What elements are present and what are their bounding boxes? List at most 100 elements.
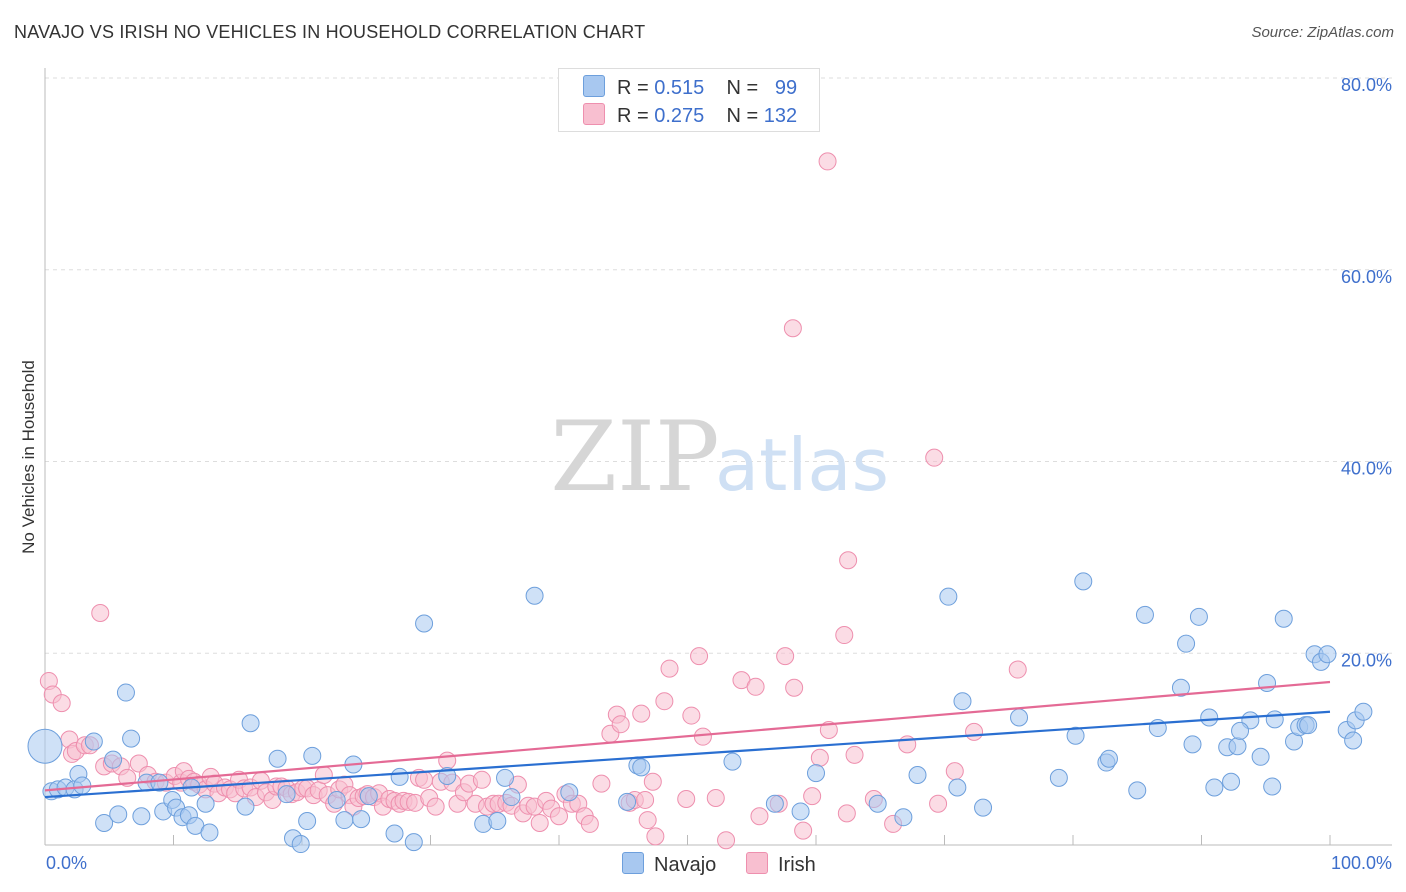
y-tick-label-3: 80.0%: [1341, 75, 1392, 95]
navajo-point-39: [390, 767, 409, 786]
navajo-point-6: [73, 776, 92, 795]
navajo-point-12: [122, 729, 141, 748]
navajo-point-45: [496, 768, 515, 787]
irish-point-129: [929, 794, 948, 813]
navajo-trend-line: [44, 710, 1331, 799]
irish-point-101: [632, 704, 651, 723]
navajo-point-31: [298, 812, 317, 831]
irish-point-124: [837, 804, 856, 823]
navajo-point-58: [939, 587, 958, 606]
correlation-legend: R = 0.515 N = 99 R = 0.275 N = 132: [558, 68, 820, 132]
navajo-point-93: [1344, 731, 1363, 750]
legend-row-irish: R = 0.275 N = 132: [583, 103, 797, 127]
navajo-point-63: [1049, 768, 1068, 787]
navajo-point-54: [791, 802, 810, 821]
navajo-point-9: [104, 750, 123, 769]
navajo-point-57: [908, 766, 927, 785]
navajo-point-69: [1135, 605, 1154, 624]
navajo-r-label: R =: [617, 77, 649, 99]
navajo-point-37: [359, 787, 378, 806]
navajo-point-67: [1099, 749, 1118, 768]
legend-navajo-swatch: [622, 852, 644, 874]
irish-point-66: [415, 770, 434, 789]
navajo-point-81: [1251, 747, 1270, 766]
irish-point-46: [314, 766, 333, 785]
irish-point-134: [925, 448, 944, 467]
irish-point-116: [750, 807, 769, 826]
irish-point-118: [776, 647, 795, 666]
irish-r-label: R =: [617, 105, 649, 127]
chart-source: Source: ZipAtlas.com: [1251, 24, 1394, 41]
navajo-points: [27, 572, 1373, 854]
grid-lines: [45, 77, 1392, 654]
irish-point-107: [660, 659, 679, 678]
navajo-point-30: [291, 835, 310, 854]
navajo-point-85: [1274, 609, 1293, 628]
navajo-point-33: [327, 790, 346, 809]
navajo-point-98: [807, 764, 825, 783]
navajo-point-34: [335, 811, 354, 830]
irish-point-95: [592, 774, 611, 793]
irish-point-122: [810, 748, 829, 767]
navajo-point-73: [1183, 735, 1202, 754]
navajo-point-10: [109, 805, 128, 824]
navajo-point-97: [1231, 721, 1250, 740]
irish-point-130: [945, 762, 964, 781]
legend-navajo-label: Navajo: [654, 854, 717, 876]
series-legend: Navajo Irish: [0, 852, 1406, 878]
navajo-swatch: [583, 75, 605, 97]
irish-swatch: [583, 103, 605, 125]
irish-point-105: [646, 827, 665, 846]
navajo-point-11: [116, 683, 135, 702]
irish-point-133: [783, 319, 802, 338]
navajo-point-28: [277, 785, 296, 804]
irish-point-103: [638, 811, 657, 830]
navajo-point-46: [502, 788, 521, 807]
legend-row-navajo: R = 0.515 N = 99: [583, 75, 797, 99]
irish-point-136: [835, 626, 854, 645]
navajo-point-24: [200, 823, 219, 842]
legend-irish-label: Irish: [778, 854, 816, 876]
navajo-point-52: [723, 752, 742, 771]
legend-irish[interactable]: Irish: [746, 852, 816, 877]
navajo-point-79: [1228, 737, 1247, 756]
y-tick-label-0: 20.0%: [1341, 650, 1392, 670]
irish-point-94: [580, 814, 599, 833]
navajo-point-62: [1010, 708, 1029, 727]
legend-navajo[interactable]: Navajo: [622, 852, 716, 877]
navajo-point-95: [1354, 702, 1373, 721]
watermark-atlas: atlas: [715, 423, 889, 507]
navajo-point-78: [1222, 772, 1241, 791]
irish-point-132: [818, 152, 837, 171]
navajo-n-value: 99: [774, 77, 798, 99]
navajo-point-64: [1066, 726, 1085, 745]
irish-point-106: [655, 692, 674, 711]
irish-n-label: N =: [726, 105, 759, 127]
irish-point-135: [839, 551, 858, 570]
irish-point-115: [746, 677, 765, 696]
chart-title: NAVAJO VS IRISH NO VEHICLES IN HOUSEHOLD…: [14, 22, 646, 42]
navajo-point-48: [560, 783, 579, 802]
trend-lines: [44, 680, 1331, 799]
navajo-point-7: [84, 732, 103, 751]
navajo-point-72: [1177, 634, 1196, 653]
irish-point-86: [530, 813, 549, 832]
irish-point-125: [845, 745, 864, 764]
irish-point-119: [785, 678, 804, 697]
navajo-point-38: [385, 824, 404, 843]
irish-r-value: 0.275: [654, 105, 705, 127]
y-tick-label-1: 40.0%: [1341, 459, 1392, 479]
navajo-point-25: [236, 797, 255, 816]
navajo-point-26: [241, 714, 260, 733]
navajo-point-23: [196, 794, 215, 813]
irish-point-70: [438, 751, 457, 770]
navajo-point-76: [1205, 778, 1224, 797]
x-tick-labels: 0.0% 100.0%: [46, 853, 1392, 873]
x-tick-label-0: 0.0%: [46, 853, 87, 873]
navajo-point-44: [488, 812, 507, 831]
navajo-point-8: [95, 813, 114, 832]
navajo-point-68: [1128, 781, 1147, 800]
irish-trend-line: [44, 680, 1331, 792]
navajo-point-41: [415, 614, 434, 633]
irish-point-112: [706, 789, 725, 808]
